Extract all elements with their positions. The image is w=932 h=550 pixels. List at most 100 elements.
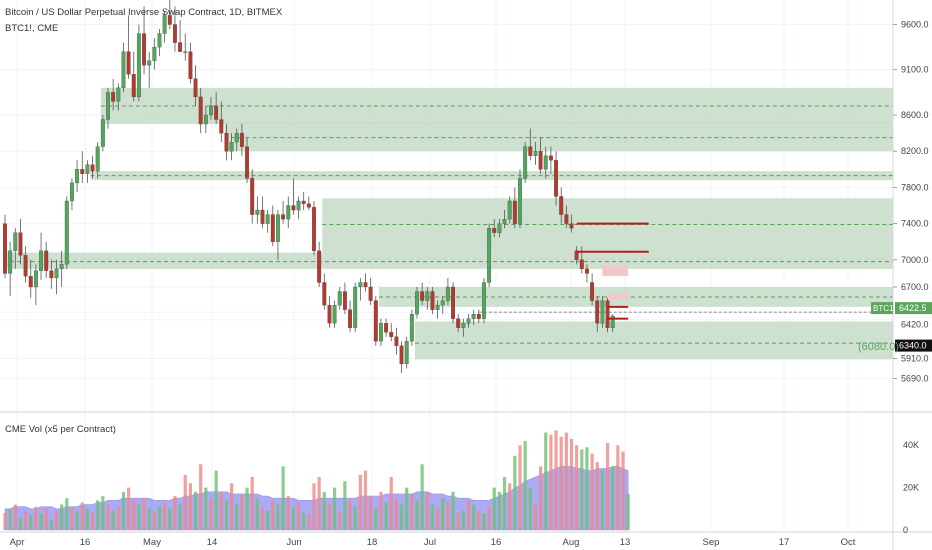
candle: [291, 178, 296, 215]
volume-bar: [322, 491, 326, 530]
candle: [605, 297, 610, 333]
volume-bar: [24, 510, 28, 530]
support-zone: [415, 321, 893, 360]
volume-bar: [549, 434, 553, 530]
price-tick-label: 9100.0: [901, 65, 929, 75]
candle: [404, 336, 409, 369]
candle-body: [116, 87, 121, 102]
candle: [224, 124, 229, 161]
candle-body: [476, 314, 481, 319]
candle: [260, 196, 265, 229]
volume-bar: [147, 508, 151, 530]
candle: [342, 282, 347, 315]
volume-bar: [585, 447, 589, 530]
candle: [275, 210, 280, 260]
volume-bar: [394, 498, 398, 530]
volume-title: CME Vol (x5 per Contract): [5, 424, 116, 435]
candle: [466, 314, 471, 328]
candle-body: [188, 51, 193, 79]
candle: [394, 327, 399, 355]
volume-bar: [461, 510, 465, 530]
candle-body: [3, 223, 7, 274]
support-zone: [3, 252, 893, 269]
candle-body: [415, 291, 419, 315]
price-tick-label: 9600.0: [901, 19, 929, 29]
candle-body: [559, 196, 564, 215]
candle: [131, 51, 136, 102]
candle-body: [126, 51, 131, 75]
volume-bar: [539, 466, 543, 530]
candle-body: [245, 146, 249, 179]
candle: [492, 219, 497, 238]
candle: [548, 146, 553, 174]
candle-body: [281, 214, 286, 220]
candle: [358, 277, 363, 301]
candle-body: [585, 268, 589, 274]
candle: [471, 309, 476, 326]
chart-subtitle: BTC1!, CME: [5, 23, 59, 34]
volume-bar: [451, 491, 455, 530]
candle-body: [456, 318, 461, 328]
candle-body: [111, 92, 116, 102]
candle-body: [518, 178, 522, 224]
volume-bar: [415, 500, 419, 530]
candle: [317, 241, 322, 287]
candle-body: [430, 291, 435, 310]
candle: [100, 115, 105, 152]
candle: [54, 259, 59, 295]
volume-tick-label: 0: [903, 525, 908, 535]
candle: [456, 314, 461, 333]
candle: [399, 341, 404, 373]
candle: [451, 282, 455, 324]
candle: [425, 287, 430, 310]
candle: [167, 0, 172, 29]
volume-bar: [358, 474, 362, 530]
candle: [255, 196, 260, 224]
candle: [13, 228, 18, 269]
time-tick-label: Jun: [286, 537, 301, 548]
candle-body: [85, 164, 90, 174]
candle-body: [167, 15, 172, 25]
candle-body: [250, 178, 255, 215]
candle-body: [466, 318, 471, 324]
candle-body: [157, 33, 162, 48]
candle: [265, 210, 270, 233]
volume-bar: [559, 436, 563, 530]
candle: [183, 33, 188, 61]
candle: [126, 15, 131, 79]
candle-body: [404, 341, 409, 365]
btc1-badge-box: [871, 302, 893, 315]
volume-bar: [132, 500, 136, 530]
candle-body: [291, 205, 296, 211]
volume-bar: [224, 500, 229, 530]
volume-bar: [302, 513, 306, 530]
volume-bar: [188, 483, 192, 530]
candle: [497, 219, 502, 238]
candle: [286, 196, 291, 229]
candle-body: [203, 114, 208, 125]
volume-bar: [240, 493, 244, 530]
volume-bar: [327, 504, 332, 530]
volume-bar: [533, 504, 538, 530]
volume-bar: [266, 510, 270, 530]
candle: [18, 219, 23, 265]
candle: [234, 128, 239, 152]
time-tick-label: Aug: [563, 537, 580, 548]
volume-bar: [580, 449, 584, 530]
candle-body: [528, 146, 533, 156]
candle-body: [136, 33, 141, 98]
candle: [337, 287, 342, 310]
volume-bar: [219, 491, 223, 530]
candle-body: [368, 286, 373, 301]
candle: [245, 137, 249, 183]
candle-body: [348, 309, 352, 328]
volume-bar: [101, 496, 105, 530]
candle: [116, 83, 121, 111]
candle-body: [481, 282, 486, 319]
candle-body: [332, 304, 337, 324]
candle-body: [39, 250, 43, 271]
volume-tick-label: 40K: [903, 440, 919, 450]
candle: [121, 42, 126, 93]
